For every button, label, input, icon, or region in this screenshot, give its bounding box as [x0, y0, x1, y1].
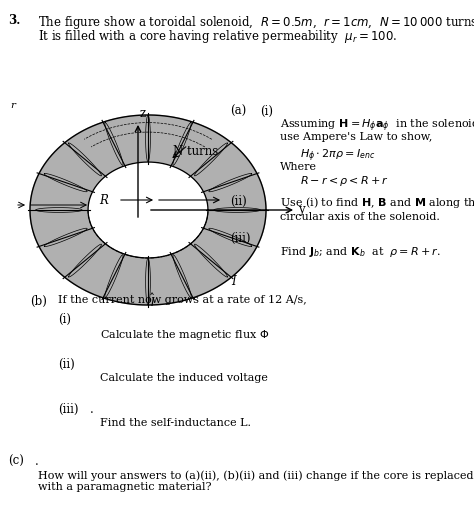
Text: Calculate the induced voltage: Calculate the induced voltage	[100, 373, 268, 383]
Text: (ii): (ii)	[58, 358, 75, 371]
Text: Where: Where	[280, 162, 317, 172]
Text: (i): (i)	[260, 105, 273, 118]
Text: If the current now grows at a rate of 12 A/s,: If the current now grows at a rate of 12…	[58, 295, 307, 305]
Text: r: r	[10, 101, 15, 110]
Text: $R - r < \rho < R + r$: $R - r < \rho < R + r$	[300, 174, 389, 188]
Text: I: I	[231, 275, 235, 288]
Text: .: .	[90, 403, 94, 416]
Text: Assuming $\mathbf{H} = H_\phi\mathbf{a}_\phi$  in the solenoid,: Assuming $\mathbf{H} = H_\phi\mathbf{a}_…	[280, 118, 474, 135]
Text: Find the self-inductance L.: Find the self-inductance L.	[100, 418, 251, 428]
Text: (iii): (iii)	[230, 232, 250, 245]
Text: N turns: N turns	[173, 145, 218, 158]
Text: (a): (a)	[230, 105, 246, 118]
Text: use Ampere's Law to show,: use Ampere's Law to show,	[280, 132, 432, 142]
Text: 3.: 3.	[8, 14, 20, 27]
Text: (ii): (ii)	[230, 195, 247, 208]
Text: Use (i) to find $\mathbf{H}$, $\mathbf{B}$ and $\mathbf{M}$ along the
circular a: Use (i) to find $\mathbf{H}$, $\mathbf{B…	[280, 195, 474, 222]
Text: $\hat{I}$: $\hat{I}$	[150, 292, 156, 310]
Text: The figure show a toroidal solenoid,  $R = 0.5m$,  $r = 1cm$,  $N = 10\,000$ tur: The figure show a toroidal solenoid, $R …	[38, 14, 474, 31]
Text: It is filled with a core having relative permeability  $\mu_r = 100$.: It is filled with a core having relative…	[38, 28, 397, 45]
Polygon shape	[30, 115, 266, 305]
Text: (b): (b)	[30, 295, 47, 308]
Text: How will your answers to (a)(ii), (b)(ii) and (iii) change if the core is replac: How will your answers to (a)(ii), (b)(ii…	[38, 470, 474, 492]
Text: .: .	[35, 455, 39, 468]
Text: z: z	[140, 107, 146, 120]
Text: (i): (i)	[58, 313, 71, 326]
Text: (c): (c)	[8, 455, 24, 468]
Polygon shape	[88, 162, 208, 258]
Text: Calculate the magnetic flux $\Phi$: Calculate the magnetic flux $\Phi$	[100, 328, 269, 342]
Text: R: R	[99, 193, 108, 206]
Text: $H_\phi \cdot 2\pi\rho = I_{enc}$: $H_\phi \cdot 2\pi\rho = I_{enc}$	[300, 148, 375, 164]
Text: (iii): (iii)	[58, 403, 79, 416]
Text: y: y	[298, 203, 305, 216]
Text: Find $\mathbf{J}_b$; and $\mathbf{K}_b$  at  $\rho = R + r$.: Find $\mathbf{J}_b$; and $\mathbf{K}_b$ …	[280, 245, 441, 259]
